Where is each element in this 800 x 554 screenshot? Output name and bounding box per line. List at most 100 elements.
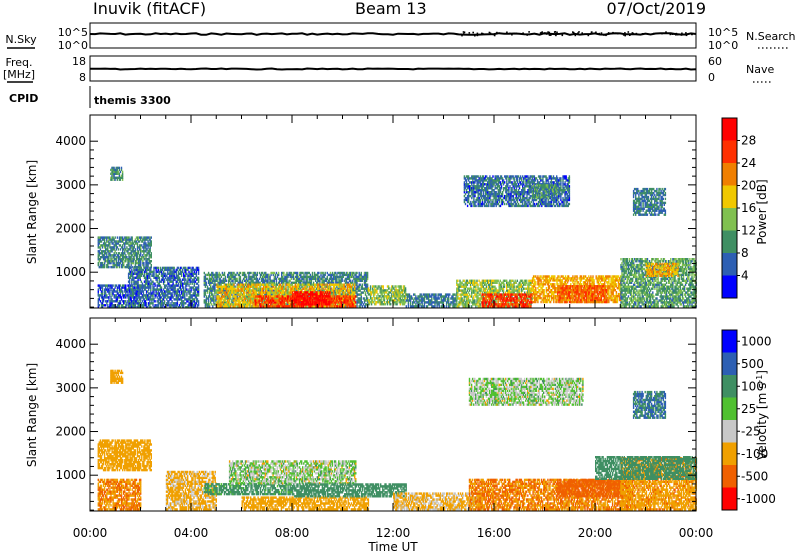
heatmap-cell	[358, 305, 360, 308]
heatmap-cell	[256, 281, 258, 284]
heatmap-cell	[365, 287, 368, 290]
nsky-label: N.Sky	[5, 33, 37, 46]
heatmap-cell	[98, 298, 100, 301]
heatmap-cell	[105, 236, 107, 239]
heatmap-cell	[310, 287, 312, 290]
heatmap-cell	[118, 176, 121, 179]
heatmap-cell	[250, 281, 252, 284]
heatmap-cell	[241, 299, 244, 302]
heatmap-cell	[227, 283, 230, 286]
heatmap-cell	[345, 279, 348, 282]
heatmap-cell	[139, 278, 141, 281]
heatmap-cell	[249, 301, 251, 304]
heatmap-cell	[331, 271, 334, 275]
heatmap-cell	[147, 258, 149, 261]
heatmap-cell	[217, 291, 219, 294]
heatmap-cell	[184, 270, 186, 274]
heatmap-cell	[250, 279, 252, 282]
heatmap-cell	[186, 284, 188, 287]
heatmap-cell	[329, 289, 332, 292]
heatmap-cell	[112, 256, 114, 259]
heatmap-cell	[102, 265, 105, 269]
heatmap-cell	[119, 238, 122, 241]
heatmap-cell	[358, 289, 360, 292]
heatmap-cell	[225, 289, 228, 292]
heatmap-cell	[97, 300, 99, 303]
heatmap-cell	[197, 270, 200, 274]
heatmap-cell	[131, 254, 133, 257]
heatmap-cell	[158, 284, 160, 287]
heatmap-cell	[107, 258, 109, 261]
heatmap-cell	[215, 291, 217, 294]
heatmap-cell	[225, 279, 228, 282]
heatmap-cell	[184, 266, 186, 270]
heatmap-cell	[180, 296, 183, 299]
heatmap-cell	[226, 291, 229, 294]
heatmap-cell	[213, 283, 215, 286]
heatmap-cell	[170, 266, 172, 270]
heatmap-cell	[206, 277, 209, 281]
heatmap-cell	[324, 277, 326, 281]
heatmap-cell	[176, 302, 179, 305]
heatmap-cell	[195, 288, 198, 291]
heatmap-cell	[131, 268, 133, 272]
heatmap-cell	[353, 271, 355, 275]
heatmap-cell	[255, 289, 257, 292]
heatmap-cell	[116, 178, 118, 181]
heatmap-cell	[306, 281, 308, 284]
heatmap-cell	[129, 238, 131, 241]
heatmap-cell	[289, 283, 291, 286]
heatmap-cell	[106, 300, 108, 303]
heatmap-cell	[241, 295, 244, 298]
heatmap-cell	[282, 287, 284, 290]
heatmap-cell	[320, 273, 322, 277]
heatmap-cell	[237, 297, 239, 300]
heatmap-cell	[125, 294, 127, 297]
heatmap-cell	[236, 277, 238, 281]
heatmap-cell	[282, 281, 284, 284]
heatmap-cell	[308, 289, 310, 292]
heatmap-cell	[318, 293, 320, 296]
heatmap-cell	[101, 261, 104, 265]
heatmap-cell	[119, 178, 122, 181]
heatmap-cell	[233, 289, 235, 292]
heatmap-cell	[155, 288, 157, 291]
heatmap-cell	[133, 254, 135, 257]
heatmap-cell	[262, 287, 265, 290]
heatmap-cell	[236, 287, 238, 290]
heatmap-cell	[128, 286, 131, 289]
heatmap-cell	[314, 283, 317, 286]
heatmap-cell	[272, 295, 274, 298]
heatmap-cell	[364, 305, 367, 308]
heatmap-cell	[154, 306, 156, 309]
nsearch-point	[577, 32, 579, 34]
heatmap-cell	[191, 274, 193, 277]
heatmap-cell	[156, 276, 158, 279]
heatmap-cell	[305, 271, 307, 275]
heatmap-cell	[154, 300, 156, 303]
heatmap-cell	[141, 304, 144, 307]
heatmap-cell	[264, 299, 266, 302]
heatmap-cell	[166, 304, 168, 307]
heatmap-cell	[356, 291, 358, 294]
heatmap-cell	[111, 246, 113, 249]
heatmap-cell	[233, 283, 235, 286]
heatmap-cell	[168, 284, 170, 287]
heatmap-cell	[112, 176, 114, 179]
heatmap-cell	[137, 258, 140, 261]
heatmap-cell	[249, 289, 251, 292]
heatmap-cell	[133, 276, 135, 279]
heatmap-cell	[133, 272, 135, 275]
heatmap-cell	[273, 305, 275, 308]
heatmap-cell	[122, 265, 124, 269]
heatmap-cell	[216, 271, 218, 275]
heatmap-cell	[256, 273, 258, 277]
heatmap-cell	[214, 283, 216, 286]
heatmap-cell	[184, 298, 186, 301]
heatmap-cell	[132, 246, 134, 249]
heatmap-cell	[255, 283, 257, 286]
heatmap-cell	[250, 285, 252, 288]
heatmap-cell	[335, 291, 337, 294]
heatmap-cell	[100, 263, 103, 267]
heatmap-cell	[347, 293, 350, 296]
